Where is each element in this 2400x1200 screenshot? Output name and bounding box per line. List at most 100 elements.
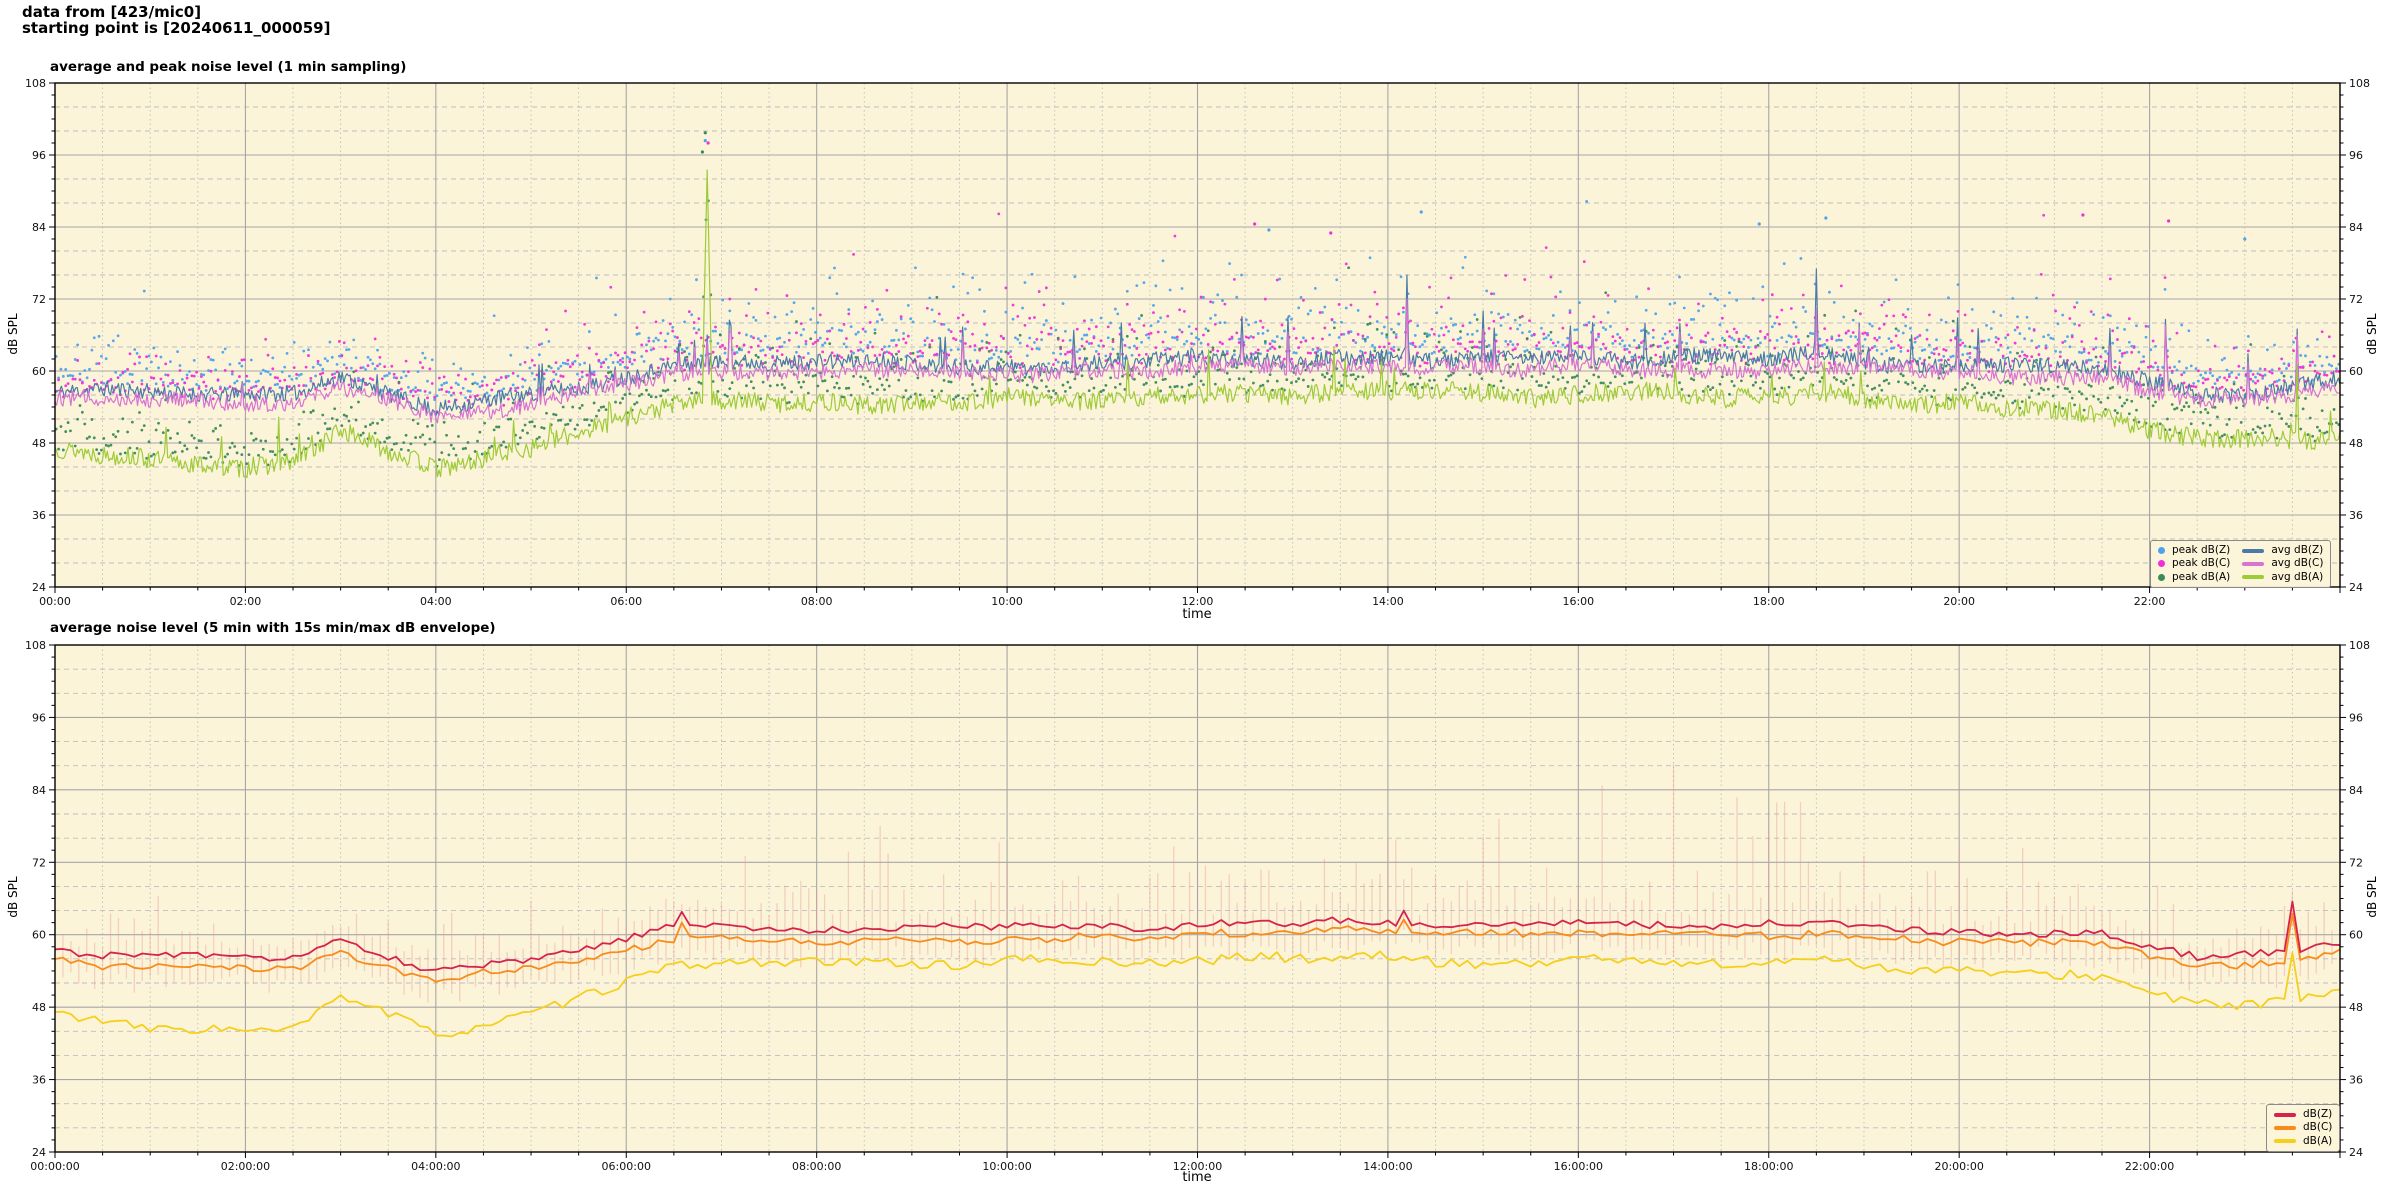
svg-text:36: 36 bbox=[2349, 1074, 2363, 1087]
chart2-yaxis-label-right: dB SPL bbox=[2365, 876, 2379, 918]
svg-text:72: 72 bbox=[2349, 293, 2363, 306]
tick-labels: 24 24 36 36 48 48 60 60 72 72 84 84 96 96 108 108 00:00:… bbox=[25, 639, 2370, 1173]
axes: 24 24 36 36 48 48 60 60 72 72 84 84 96 96 108 108 00:00:… bbox=[25, 639, 2370, 1173]
svg-text:108: 108 bbox=[2349, 77, 2370, 90]
legend-label: peak dB(Z) bbox=[2172, 544, 2231, 557]
scatter-peak-db-a- bbox=[54, 199, 2341, 468]
svg-text:00:00: 00:00 bbox=[39, 595, 71, 608]
gridlines bbox=[55, 645, 2340, 1152]
svg-text:02:00:00: 02:00:00 bbox=[221, 1160, 270, 1173]
svg-text:72: 72 bbox=[2349, 856, 2363, 869]
legend-label: dB(C) bbox=[2303, 1121, 2333, 1134]
svg-text:08:00: 08:00 bbox=[801, 595, 833, 608]
tick-labels: 24 24 36 36 48 48 60 60 72 72 84 84 96 96 108 108 00:00 0… bbox=[25, 77, 2370, 608]
peak-dbz-marker bbox=[2158, 547, 2165, 555]
svg-text:96: 96 bbox=[2349, 711, 2363, 724]
peak-dba-marker bbox=[2158, 573, 2165, 581]
svg-text:36: 36 bbox=[2349, 509, 2363, 522]
svg-text:84: 84 bbox=[2349, 784, 2363, 797]
chart2-legend: dB(Z) dB(C) dB(A) bbox=[2266, 1104, 2341, 1152]
scatter-peak-db-z- bbox=[54, 199, 2341, 401]
legend-label: dB(Z) bbox=[2303, 1108, 2333, 1121]
svg-text:36: 36 bbox=[32, 1074, 46, 1087]
svg-text:60: 60 bbox=[32, 929, 46, 942]
svg-text:96: 96 bbox=[32, 149, 46, 162]
svg-text:48: 48 bbox=[2349, 437, 2363, 450]
legend-item: avg dB(A) bbox=[2242, 571, 2323, 584]
svg-text:04:00: 04:00 bbox=[420, 595, 452, 608]
svg-text:72: 72 bbox=[32, 856, 46, 869]
line-db-a- bbox=[54, 950, 2341, 1038]
svg-text:96: 96 bbox=[2349, 149, 2363, 162]
header-line-1: data from [423/mic0] bbox=[22, 3, 202, 21]
chart2-yaxis-label-left: dB SPL bbox=[6, 876, 20, 918]
svg-text:24: 24 bbox=[32, 1146, 46, 1159]
svg-text:60: 60 bbox=[32, 365, 46, 378]
svg-text:06:00:00: 06:00:00 bbox=[602, 1160, 651, 1173]
legend-item: avg dB(C) bbox=[2242, 557, 2323, 570]
chart1-title: average and peak noise level (1 min samp… bbox=[50, 59, 407, 75]
legend-item: dB(C) bbox=[2274, 1121, 2332, 1134]
dba-marker bbox=[2274, 1139, 2296, 1144]
legend-item: dB(Z) bbox=[2274, 1108, 2332, 1121]
svg-text:84: 84 bbox=[2349, 221, 2363, 234]
svg-text:24: 24 bbox=[2349, 581, 2363, 594]
svg-text:48: 48 bbox=[32, 437, 46, 450]
chart2-title: average noise level (5 min with 15s min/… bbox=[50, 620, 496, 636]
axes: 24 24 36 36 48 48 60 60 72 72 84 84 96 96 108 108 00:00 0… bbox=[25, 77, 2370, 608]
avg-dbz-marker bbox=[2242, 548, 2265, 553]
dbz-marker bbox=[2274, 1112, 2296, 1117]
svg-text:60: 60 bbox=[2349, 365, 2363, 378]
chart1-yaxis-label-left: dB SPL bbox=[6, 313, 20, 355]
svg-text:24: 24 bbox=[2349, 1146, 2363, 1159]
header-line-2: starting point is [20240611_000059] bbox=[22, 19, 331, 37]
chart2-xaxis-label: time bbox=[1182, 1170, 1212, 1185]
line-db-c- bbox=[54, 912, 2341, 983]
svg-text:108: 108 bbox=[2349, 639, 2370, 652]
svg-text:22:00: 22:00 bbox=[2134, 595, 2166, 608]
line-avg-db-c- bbox=[54, 298, 2341, 424]
legend-item: peak dB(C) bbox=[2158, 557, 2230, 570]
chart1-yaxis-label-right: dB SPL bbox=[2365, 313, 2379, 355]
svg-text:48: 48 bbox=[32, 1001, 46, 1014]
svg-text:36: 36 bbox=[32, 509, 46, 522]
line-db-z- bbox=[54, 900, 2341, 972]
legend-item: peak dB(A) bbox=[2158, 571, 2230, 584]
scatter-outliers bbox=[700, 131, 2247, 241]
peak-dbc-marker bbox=[2158, 560, 2165, 568]
svg-text:02:00: 02:00 bbox=[230, 595, 262, 608]
svg-text:08:00:00: 08:00:00 bbox=[792, 1160, 841, 1173]
svg-text:72: 72 bbox=[32, 293, 46, 306]
svg-text:06:00: 06:00 bbox=[610, 595, 642, 608]
avg-dbc-marker bbox=[2242, 561, 2265, 566]
svg-text:04:00:00: 04:00:00 bbox=[411, 1160, 460, 1173]
svg-text:14:00:00: 14:00:00 bbox=[1363, 1160, 1412, 1173]
svg-text:10:00:00: 10:00:00 bbox=[982, 1160, 1031, 1173]
svg-text:108: 108 bbox=[25, 639, 46, 652]
line-avg-db-a- bbox=[54, 169, 2341, 479]
legend-label: avg dB(C) bbox=[2271, 557, 2324, 570]
svg-text:108: 108 bbox=[25, 77, 46, 90]
svg-text:16:00: 16:00 bbox=[1562, 595, 1594, 608]
svg-text:96: 96 bbox=[32, 711, 46, 724]
svg-text:48: 48 bbox=[2349, 1001, 2363, 1014]
legend-label: peak dB(A) bbox=[2172, 570, 2231, 583]
chart1-legend: peak dB(Z) peak dB(C) peak dB(A) avg dB(… bbox=[2150, 540, 2332, 588]
svg-text:00:00:00: 00:00:00 bbox=[30, 1160, 79, 1173]
avg-dba-marker bbox=[2242, 575, 2265, 580]
legend-label: peak dB(C) bbox=[2172, 557, 2231, 570]
chart1-xaxis-label: time bbox=[1182, 607, 1212, 622]
svg-text:12:00:00: 12:00:00 bbox=[1173, 1160, 1222, 1173]
legend-label: avg dB(A) bbox=[2271, 570, 2324, 583]
svg-text:20:00: 20:00 bbox=[1943, 595, 1975, 608]
svg-text:14:00: 14:00 bbox=[1372, 595, 1404, 608]
svg-text:84: 84 bbox=[32, 221, 46, 234]
svg-text:22:00:00: 22:00:00 bbox=[2125, 1160, 2174, 1173]
svg-text:12:00: 12:00 bbox=[1182, 595, 1214, 608]
legend-label: avg dB(Z) bbox=[2271, 544, 2324, 557]
legend-item: avg dB(Z) bbox=[2242, 544, 2323, 557]
dbc-marker bbox=[2274, 1125, 2296, 1130]
svg-text:24: 24 bbox=[32, 581, 46, 594]
